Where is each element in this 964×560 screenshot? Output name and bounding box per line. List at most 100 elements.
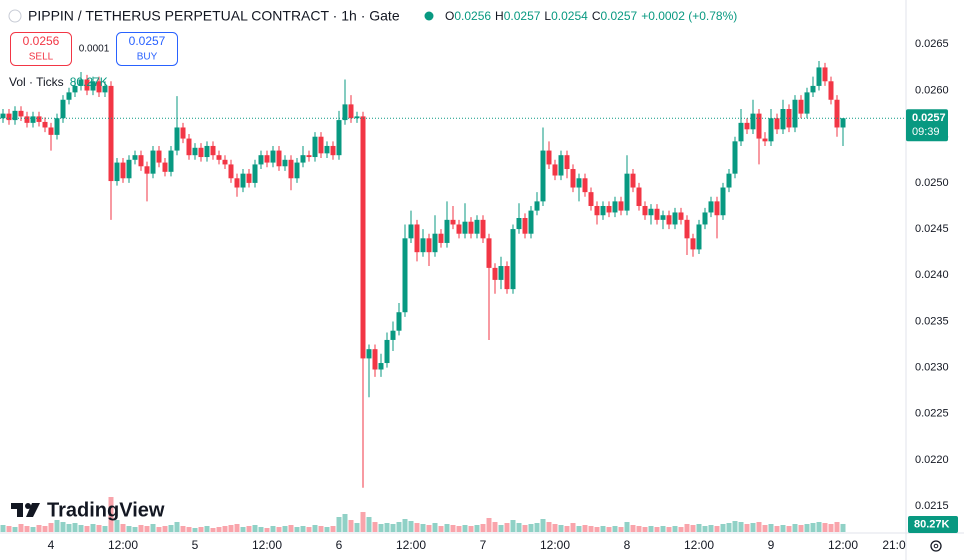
candle-body <box>276 150 282 167</box>
candle-body <box>330 145 336 156</box>
candle-body <box>54 118 60 135</box>
volume-bar <box>600 526 606 532</box>
candle-body <box>126 159 132 179</box>
volume-bar <box>234 524 240 532</box>
volume-bar <box>480 524 486 532</box>
volume-bar <box>186 527 192 532</box>
candle-body <box>672 212 678 225</box>
volume-bar <box>702 526 708 532</box>
candle-body <box>30 116 36 123</box>
sell-price[interactable]: 0.0256 <box>23 34 60 48</box>
volume-bar <box>300 526 306 532</box>
sell-label[interactable]: SELL <box>29 52 54 63</box>
candle-body <box>336 120 342 156</box>
x-tick-label: 12:00 <box>108 538 138 552</box>
volume-bar <box>222 526 228 532</box>
candle-body <box>42 121 48 128</box>
volume-bar <box>396 522 402 532</box>
y-tick-label: 0.0245 <box>915 223 949 235</box>
volume-bar <box>408 521 414 532</box>
candle-body <box>252 164 258 183</box>
volume-bar <box>192 528 198 532</box>
volume-bar <box>456 526 462 532</box>
candle-body <box>822 67 828 82</box>
volume-bar <box>366 517 372 532</box>
candle-body <box>750 113 756 130</box>
x-tick-label: 9 <box>768 538 775 552</box>
volume-bar <box>624 522 630 532</box>
volume-bar <box>522 525 528 532</box>
volume-bar <box>714 526 720 532</box>
candle-body <box>612 201 618 213</box>
candle-body <box>36 116 42 122</box>
volume-bar <box>720 524 726 532</box>
candle-body <box>678 212 684 220</box>
x-tick-label: 4 <box>48 538 55 552</box>
candle-body <box>828 81 834 100</box>
volume-bar <box>774 526 780 532</box>
y-tick-label: 0.0265 <box>915 38 949 50</box>
candle-body <box>396 312 402 331</box>
volume-bar <box>594 527 600 532</box>
volume-bar <box>318 526 324 532</box>
change: +0.0002 (+0.78%) <box>641 9 737 23</box>
candle-body <box>792 99 798 128</box>
candle-body <box>348 104 354 119</box>
settings-icon[interactable] <box>930 540 942 552</box>
candle-body <box>624 173 630 211</box>
candle-body <box>540 150 546 202</box>
volume-bar <box>294 527 300 532</box>
candle-body <box>210 145 216 156</box>
ohlc-value: 0.0257 <box>504 9 541 23</box>
volume-bar <box>54 520 60 532</box>
candle-body <box>294 162 300 179</box>
buy-price[interactable]: 0.0257 <box>129 34 166 48</box>
buy-button[interactable] <box>116 32 178 66</box>
candle-body <box>324 145 330 154</box>
candle-body <box>384 339 390 364</box>
volume-bar <box>282 526 288 532</box>
volume-bar <box>564 526 570 532</box>
volume-bar <box>666 527 672 532</box>
candle-body <box>120 162 126 179</box>
volume-bar <box>120 524 126 532</box>
volume-bar <box>588 526 594 532</box>
sell-button[interactable] <box>10 32 72 66</box>
candle-body <box>186 138 192 156</box>
candle-body <box>420 238 426 253</box>
volume-bar <box>42 526 48 532</box>
status-dot <box>424 11 434 21</box>
volume-bar <box>432 523 438 532</box>
volume-legend: Vol · Ticks 80.27K <box>9 75 108 89</box>
volume-bar <box>756 522 762 532</box>
volume-bar <box>36 525 42 532</box>
volume-bar <box>174 522 180 532</box>
ohlc-value: 0.0254 <box>551 9 588 23</box>
volume-bar <box>126 526 132 532</box>
volume-bar <box>108 497 114 532</box>
candle-body <box>174 127 180 151</box>
ohlc-value: 0.0256 <box>454 9 491 23</box>
x-tick-label: 5 <box>192 538 199 552</box>
buy-label[interactable]: BUY <box>137 52 158 63</box>
candle-body <box>696 224 702 250</box>
gear[interactable] <box>930 540 942 552</box>
candle-body <box>576 178 582 188</box>
volume-bar <box>558 525 564 532</box>
x-tick-label: 12:00 <box>252 538 282 552</box>
volume-bar <box>474 525 480 532</box>
candle-body <box>654 208 660 220</box>
gear[interactable] <box>933 543 939 549</box>
volume-bar <box>270 526 276 532</box>
volume-bar <box>18 524 24 532</box>
candle-body <box>222 159 228 165</box>
volume-bar <box>744 524 750 532</box>
candle-body <box>726 173 732 188</box>
volume-bar <box>684 524 690 532</box>
volume-bar <box>360 512 366 532</box>
volume-bar <box>414 523 420 532</box>
candle-body <box>168 150 174 172</box>
volume-bar <box>216 527 222 532</box>
